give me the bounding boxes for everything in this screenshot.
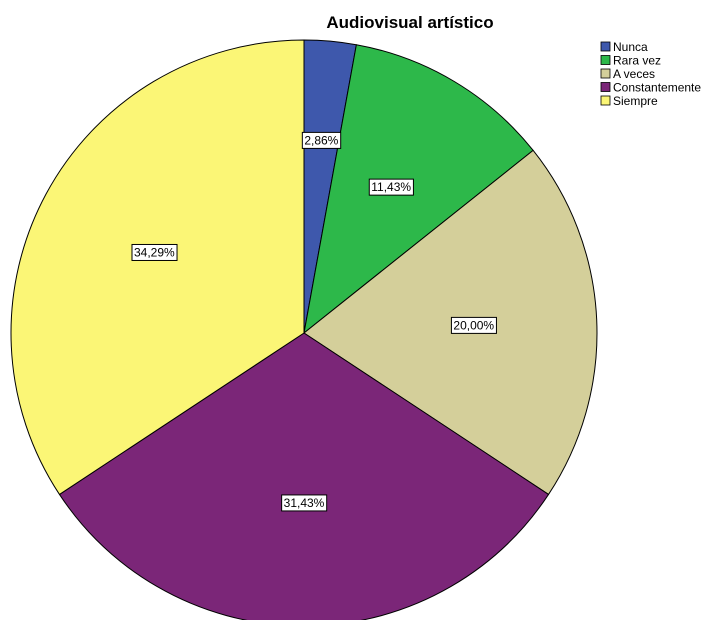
slice-label-text: 34,29% <box>134 245 175 259</box>
legend-swatch <box>600 68 611 79</box>
slice-label-box <box>131 243 178 261</box>
pie-slice-a-veces <box>303 149 598 495</box>
slice-label-rara-vez: 11,43% <box>368 178 414 196</box>
legend-item-siempre: Siempre <box>600 94 658 108</box>
slice-label-box <box>450 316 497 334</box>
legend-label: Rara vez <box>613 54 661 68</box>
pie-slice-constantemente <box>58 332 550 620</box>
slice-label-constantemente: 31,43% <box>281 494 328 512</box>
legend-label: Nunca <box>613 40 648 54</box>
pie-slice-rara-vez <box>303 44 534 334</box>
legend-item-nunca: Nunca <box>600 40 648 54</box>
slice-label-text: 31,43% <box>284 496 325 510</box>
slice-label-box <box>368 178 414 196</box>
legend-swatch <box>600 55 611 65</box>
legend-item-constantemente: Constantemente <box>600 81 701 95</box>
legend-label: Siempre <box>613 94 658 108</box>
legend-swatch <box>600 95 611 106</box>
legend-swatch <box>600 82 611 92</box>
slice-label-box <box>301 131 342 149</box>
legend-swatch <box>600 41 611 52</box>
slice-label-nunca: 2,86% <box>301 131 342 149</box>
legend-item-rara-vez: Rara vez <box>600 54 661 68</box>
pie-slice-siempre <box>10 39 305 495</box>
chart-title: Audiovisual artístico <box>326 13 493 32</box>
legend-label: A veces <box>613 67 655 81</box>
slice-label-text: 2,86% <box>304 133 338 147</box>
pie-slices <box>10 39 598 620</box>
legend-label: Constantemente <box>613 81 701 95</box>
slice-label-text: 20,00% <box>453 318 494 332</box>
slice-label-box <box>281 494 328 512</box>
slice-label-siempre: 34,29% <box>131 243 178 261</box>
slice-label-a-veces: 20,00% <box>450 316 497 334</box>
slice-labels: 2,86% 11,43% 20,00% 31,43% 34,29% <box>131 131 497 512</box>
legend-item-a-veces: A veces <box>600 67 655 81</box>
slice-label-text: 11,43% <box>371 180 411 194</box>
